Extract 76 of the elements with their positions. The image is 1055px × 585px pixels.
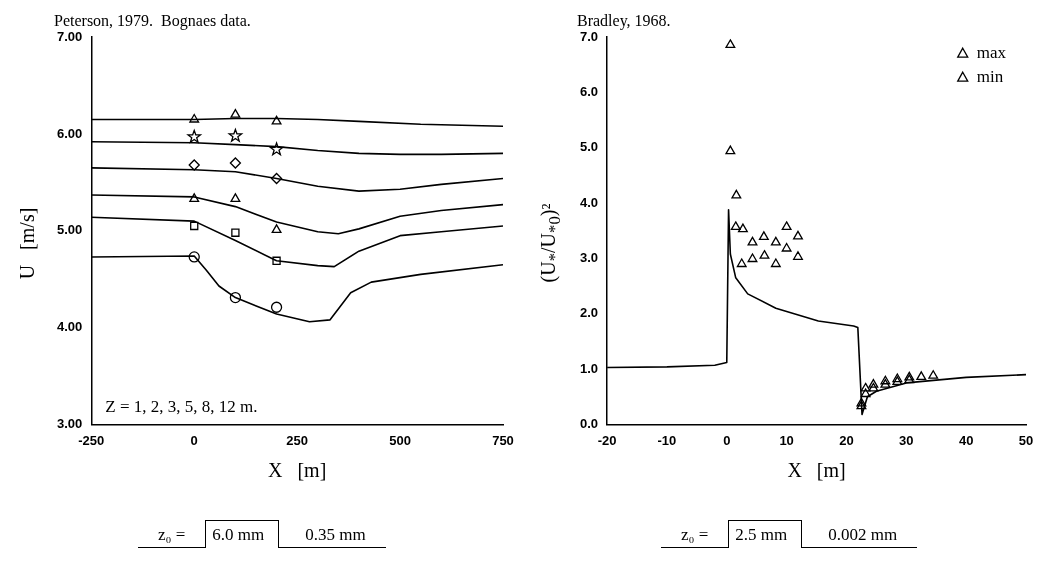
y-axis-title: U [m/s]: [16, 207, 40, 279]
x-tick-label: 750: [492, 432, 514, 448]
point: [189, 193, 200, 203]
point: [230, 193, 241, 203]
legend-label: max: [976, 42, 1007, 62]
point: [770, 258, 781, 268]
point: [270, 301, 283, 313]
point: [928, 370, 939, 379]
point: [725, 39, 736, 49]
x-tick-label: 40: [958, 432, 974, 448]
roughness-step-diagram: z₀ = 6.0 mm 0.35 mm: [138, 514, 386, 548]
point: [269, 142, 284, 156]
point: [231, 228, 240, 237]
x-axis-title: X [m]: [787, 459, 846, 482]
y-tick-label: 1.0: [579, 360, 599, 376]
point: [271, 115, 282, 125]
point: [747, 236, 758, 246]
x-axis-title: X [m]: [267, 459, 327, 482]
point: [725, 145, 736, 155]
point: [189, 113, 200, 123]
point: [916, 371, 927, 380]
y-tick-label: 5.00: [56, 222, 83, 238]
point: [730, 221, 741, 231]
roughness-step-diagram: z₀ = 2.5 mm 0.002 mm: [661, 514, 918, 548]
y-tick-label: 7.00: [56, 28, 83, 44]
annotation: Z = 1, 2, 3, 5, 8, 12 m.: [105, 397, 258, 417]
y-tick-label: 0.0: [579, 415, 599, 431]
y-tick-label: 3.00: [56, 415, 83, 431]
point: [731, 189, 742, 199]
point: [230, 108, 241, 118]
y-tick-label: 5.0: [579, 139, 599, 155]
point: [736, 258, 747, 268]
point: [860, 382, 871, 392]
point: [737, 223, 748, 233]
legend-label: min: [976, 66, 1004, 86]
point: [868, 382, 879, 392]
x-tick-label: 250: [286, 432, 308, 448]
point: [860, 388, 871, 398]
point: [793, 251, 803, 260]
chart-title: Peterson, 1979. Bognaes data.: [54, 11, 251, 30]
point: [229, 157, 242, 169]
y-tick-label: 7.0: [579, 28, 599, 44]
point: [759, 250, 770, 259]
point: [781, 221, 792, 231]
y-tick-label: 6.0: [579, 84, 599, 100]
y-tick-label: 2.0: [579, 305, 599, 321]
point: [271, 224, 282, 233]
y-tick-label: 4.00: [56, 319, 83, 335]
point: [187, 129, 202, 143]
point: [781, 242, 792, 252]
chart-title: Bradley, 1968.: [577, 11, 671, 30]
x-tick-label: 500: [389, 432, 411, 448]
x-tick-label: 50: [1018, 432, 1034, 448]
point: [793, 230, 803, 240]
point: [229, 291, 242, 304]
point: [188, 251, 200, 263]
point: [228, 128, 243, 142]
x-tick-label: -250: [78, 432, 105, 448]
x-tick-label: 0: [723, 432, 731, 448]
y-tick-label: 4.0: [579, 194, 599, 210]
x-tick-label: 20: [839, 432, 854, 448]
x-tick-label: -20: [597, 432, 617, 448]
point: [190, 221, 199, 231]
point: [758, 231, 769, 241]
y-tick-label: 3.0: [579, 250, 599, 266]
point: [770, 236, 781, 246]
x-tick-label: 0: [190, 432, 198, 448]
point: [868, 378, 879, 388]
y-tick-label: 6.00: [56, 125, 83, 141]
point: [747, 253, 758, 263]
point: [188, 159, 200, 171]
point: [272, 256, 281, 265]
x-tick-label: 10: [779, 432, 794, 448]
x-tick-label: 30: [899, 432, 914, 448]
point: [270, 172, 283, 185]
x-tick-label: -10: [657, 432, 677, 448]
